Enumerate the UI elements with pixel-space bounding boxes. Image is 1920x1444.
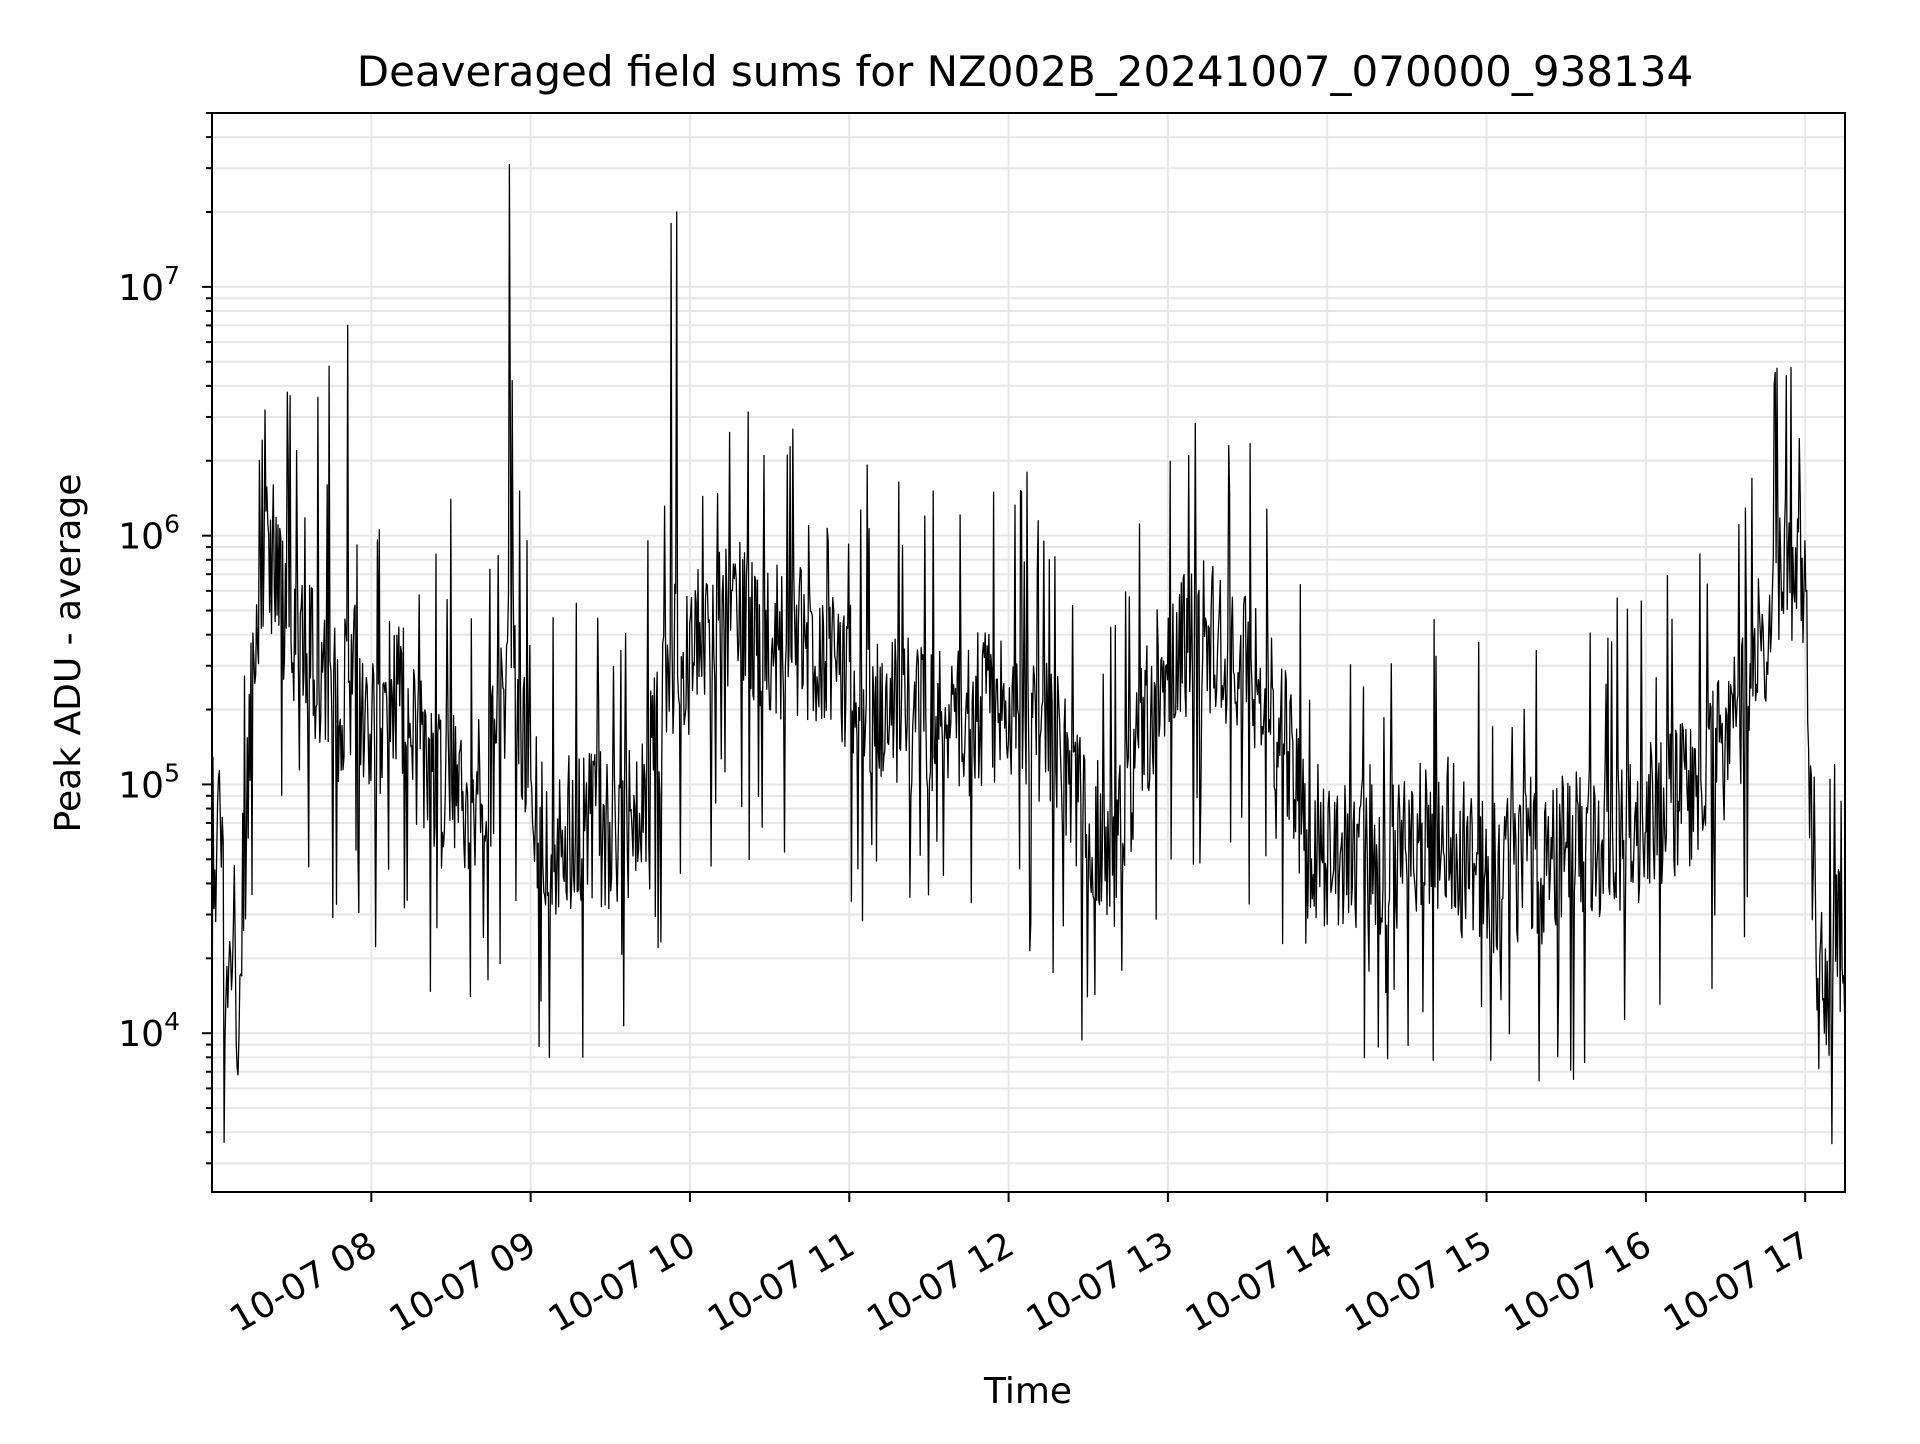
y-tick-label-exponent: 6	[164, 510, 180, 539]
y-tick-label-base: 10	[118, 268, 164, 309]
y-tick-label-exponent: 4	[164, 1007, 180, 1036]
plot-frame	[211, 112, 1846, 1193]
x-axis-label: Time	[983, 1371, 1072, 1412]
y-tick-label-base: 10	[118, 765, 164, 806]
y-tick-label: 105	[118, 758, 180, 806]
y-tick-label-exponent: 5	[164, 758, 180, 787]
y-tick-label: 107	[118, 261, 180, 309]
y-tick-label-exponent: 7	[164, 261, 180, 290]
chart-title: Deaveraged field sums for NZ002B_2024100…	[357, 47, 1693, 96]
y-tick-label: 106	[118, 510, 180, 558]
y-axis-label: Peak ADU - average	[48, 474, 89, 833]
y-tick-label: 104	[118, 1007, 180, 1055]
series-line	[211, 163, 1846, 1145]
y-tick-label-base: 10	[118, 1014, 164, 1055]
series-group	[211, 163, 1846, 1145]
y-tick-label-base: 10	[118, 517, 164, 558]
